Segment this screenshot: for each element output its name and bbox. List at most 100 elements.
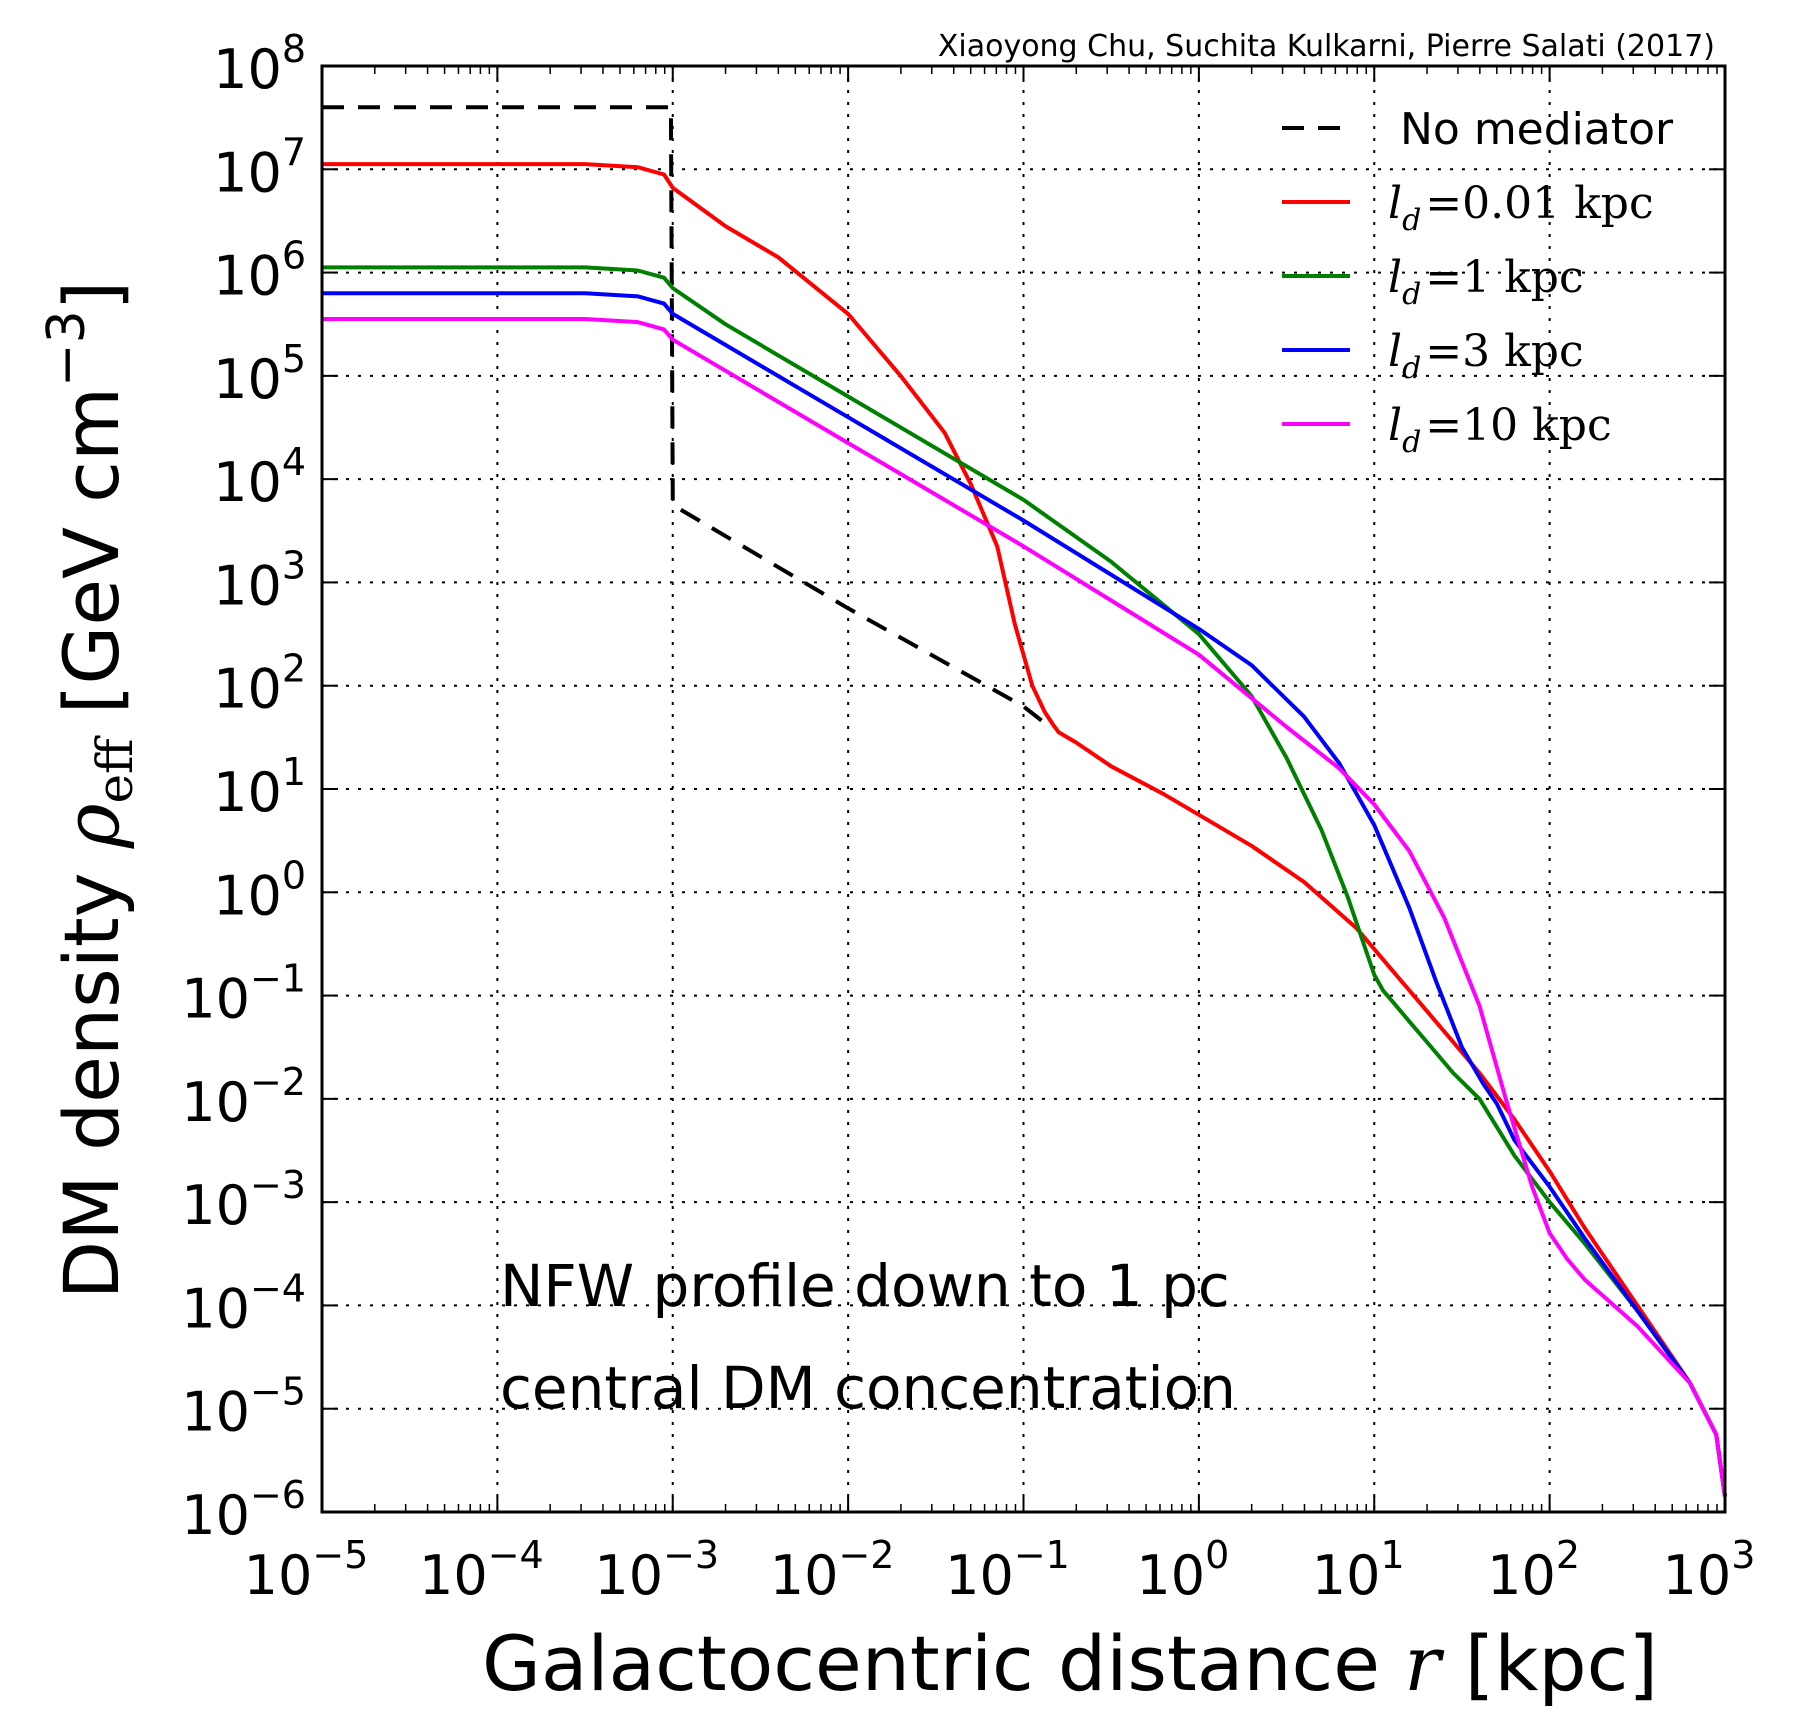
y-tick-base: 10	[213, 554, 282, 617]
y-tick-base: 10	[213, 348, 282, 411]
legend-rest: =3 kpc	[1425, 326, 1583, 377]
y-tick-label: 108	[213, 27, 306, 101]
x-axis-title-unit: [kpc]	[1441, 1619, 1659, 1708]
x-tick-base: 10	[1312, 1544, 1381, 1607]
x-tick-base: 10	[1136, 1544, 1205, 1607]
y-tick-base: 10	[213, 658, 282, 721]
y-tick-exponent: 8	[282, 27, 306, 71]
x-tick-exponent: −1	[1014, 1533, 1070, 1577]
legend-sub: d	[1402, 425, 1421, 460]
y-tick-exponent: 6	[282, 234, 306, 278]
y-tick-label: 10−1	[181, 957, 306, 1031]
x-tick-label: 10−4	[419, 1533, 544, 1607]
x-axis-title-text: Galactocentric distance	[482, 1619, 1404, 1708]
x-tick-label: 102	[1487, 1533, 1580, 1607]
x-tick-base: 10	[1487, 1544, 1556, 1607]
legend-rest: =10 kpc	[1425, 400, 1611, 451]
y-tick-base: 10	[213, 864, 282, 927]
y-tick-exponent: 4	[282, 440, 306, 484]
y-axis-title-unit-open: [GeV cm	[47, 387, 136, 738]
y-tick-base: 10	[181, 1381, 250, 1444]
x-tick-base: 10	[244, 1544, 313, 1607]
y-tick-base: 10	[181, 1071, 250, 1134]
y-tick-label: 102	[213, 647, 306, 721]
annotation-central-concentration: central DM concentration	[500, 1354, 1236, 1422]
series-layer	[322, 105, 1727, 1497]
y-tick-label: 103	[213, 543, 306, 617]
series-line-2	[322, 265, 1727, 1497]
y-tick-label: 10−5	[181, 1370, 306, 1444]
legend-label-2: ld=1 kpc	[1388, 252, 1584, 312]
x-tick-label: 10−1	[945, 1533, 1070, 1607]
y-tick-label: 105	[213, 337, 306, 411]
x-tick-exponent: −5	[312, 1533, 368, 1577]
series-line-3	[322, 291, 1727, 1497]
y-tick-label: 100	[213, 853, 306, 927]
y-tick-label: 10−3	[181, 1163, 306, 1237]
x-tick-exponent: 0	[1205, 1533, 1229, 1577]
legend-label-3: ld=3 kpc	[1388, 326, 1584, 386]
x-tick-exponent: −3	[663, 1533, 719, 1577]
y-tick-base: 10	[213, 245, 282, 308]
y-tick-label: 10−6	[181, 1473, 306, 1547]
y-axis-title-text: DM density	[47, 848, 136, 1299]
y-tick-exponent: −5	[250, 1370, 306, 1414]
series-line-1	[322, 162, 1727, 1497]
x-tick-base: 10	[945, 1544, 1014, 1607]
y-tick-exponent: 7	[282, 130, 306, 174]
y-tick-exponent: −6	[250, 1473, 306, 1517]
y-axis-title-unit-close: ]	[47, 281, 136, 311]
legend-rest: =1 kpc	[1425, 252, 1583, 303]
legend-sub: d	[1402, 351, 1421, 386]
annotation-nfw-profile: NFW profile down to 1 pc	[500, 1252, 1230, 1320]
x-tick-base: 10	[594, 1544, 663, 1607]
x-tick-label: 101	[1312, 1533, 1405, 1607]
x-tick-label: 10−3	[594, 1533, 719, 1607]
y-axis-title-sub: eff	[86, 735, 144, 804]
x-tick-exponent: −4	[488, 1533, 544, 1577]
x-tick-exponent: 2	[1556, 1533, 1580, 1577]
y-tick-base: 10	[181, 1277, 250, 1340]
x-tick-exponent: 1	[1381, 1533, 1405, 1577]
x-tick-exponent: −2	[838, 1533, 894, 1577]
y-tick-label: 101	[213, 750, 306, 824]
y-tick-base: 10	[213, 451, 282, 514]
y-tick-base: 10	[213, 761, 282, 824]
y-tick-exponent: 2	[282, 647, 306, 691]
legend-var: l	[1388, 326, 1402, 377]
y-tick-exponent: −4	[250, 1266, 306, 1310]
y-tick-exponent: −3	[250, 1163, 306, 1207]
legend-rest: =0.01 kpc	[1425, 178, 1653, 229]
y-tick-exponent: 0	[282, 853, 306, 897]
legend-var: l	[1388, 400, 1402, 451]
plot-frame	[320, 64, 1727, 1514]
x-tick-label: 103	[1663, 1533, 1756, 1607]
y-tick-exponent: −2	[250, 1060, 306, 1104]
x-tick-exponent: 3	[1731, 1533, 1755, 1577]
y-tick-label: 107	[213, 130, 306, 204]
x-tick-labels: 10−5 10−4 10−3 10−2 10−1 100 101 102 103	[244, 1533, 1756, 1607]
legend-var: l	[1388, 178, 1402, 229]
legend-label-1: ld=0.01 kpc	[1388, 178, 1654, 238]
y-tick-base: 10	[213, 38, 282, 101]
x-axis-title-var: r	[1404, 1619, 1445, 1708]
y-tick-exponent: 3	[282, 543, 306, 587]
y-tick-base: 10	[181, 1484, 250, 1547]
x-axis-title: Galactocentric distance r [kpc]	[482, 1619, 1658, 1708]
legend-sub: d	[1402, 277, 1421, 312]
y-tick-label: 104	[213, 440, 306, 514]
x-tick-base: 10	[1663, 1544, 1732, 1607]
y-axis-title: DM density ρeff [GeV cm−3]	[37, 281, 144, 1300]
x-tick-base: 10	[419, 1544, 488, 1607]
x-tick-label: 10−2	[770, 1533, 895, 1607]
legend-label-4: ld=10 kpc	[1388, 400, 1612, 460]
y-tick-exponent: −1	[250, 957, 306, 1001]
y-tick-exponent: 1	[282, 750, 306, 794]
y-tick-label: 106	[213, 234, 306, 308]
x-tick-base: 10	[770, 1544, 839, 1607]
y-axis-title-unit-exp: −3	[37, 310, 97, 387]
y-tick-exponent: 5	[282, 337, 306, 381]
